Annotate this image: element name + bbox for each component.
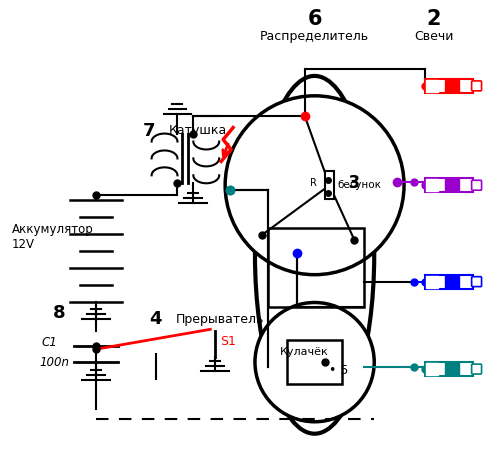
- Bar: [425, 178, 472, 192]
- Text: Кулачёк: Кулачёк: [280, 347, 329, 357]
- Text: 3: 3: [338, 174, 360, 192]
- Bar: [445, 80, 458, 92]
- Bar: [268, 228, 364, 308]
- Text: 8: 8: [53, 304, 66, 321]
- Bar: [426, 276, 438, 288]
- Bar: [324, 172, 334, 199]
- Bar: [287, 340, 343, 384]
- FancyBboxPatch shape: [472, 364, 482, 374]
- Bar: [445, 363, 458, 375]
- Text: Распределитель: Распределитель: [260, 30, 369, 43]
- Text: Свечи: Свечи: [414, 30, 454, 43]
- Bar: [425, 275, 472, 289]
- FancyBboxPatch shape: [472, 81, 482, 91]
- Bar: [426, 80, 438, 92]
- Text: 2: 2: [426, 9, 441, 29]
- Bar: [425, 362, 472, 376]
- Text: 6: 6: [308, 9, 322, 29]
- Text: • 5: • 5: [328, 364, 348, 377]
- Text: Прерыватель: Прерыватель: [176, 313, 264, 326]
- Bar: [445, 276, 458, 288]
- Bar: [426, 363, 438, 375]
- Text: 4: 4: [150, 310, 162, 328]
- Bar: [426, 179, 438, 191]
- Text: R: R: [310, 178, 317, 188]
- FancyBboxPatch shape: [472, 180, 482, 190]
- Text: C1: C1: [42, 336, 57, 349]
- Text: бегунок: бегунок: [338, 180, 382, 190]
- Circle shape: [225, 96, 404, 275]
- Circle shape: [255, 303, 374, 422]
- Bar: [445, 179, 458, 191]
- Text: Катушка: Катушка: [168, 124, 227, 137]
- Text: 7: 7: [142, 122, 155, 140]
- Text: 100n: 100n: [40, 356, 70, 369]
- Text: Аккумулятор
12V: Аккумулятор 12V: [12, 224, 93, 251]
- Text: S1: S1: [220, 335, 236, 348]
- FancyBboxPatch shape: [472, 277, 482, 286]
- Bar: [425, 79, 472, 93]
